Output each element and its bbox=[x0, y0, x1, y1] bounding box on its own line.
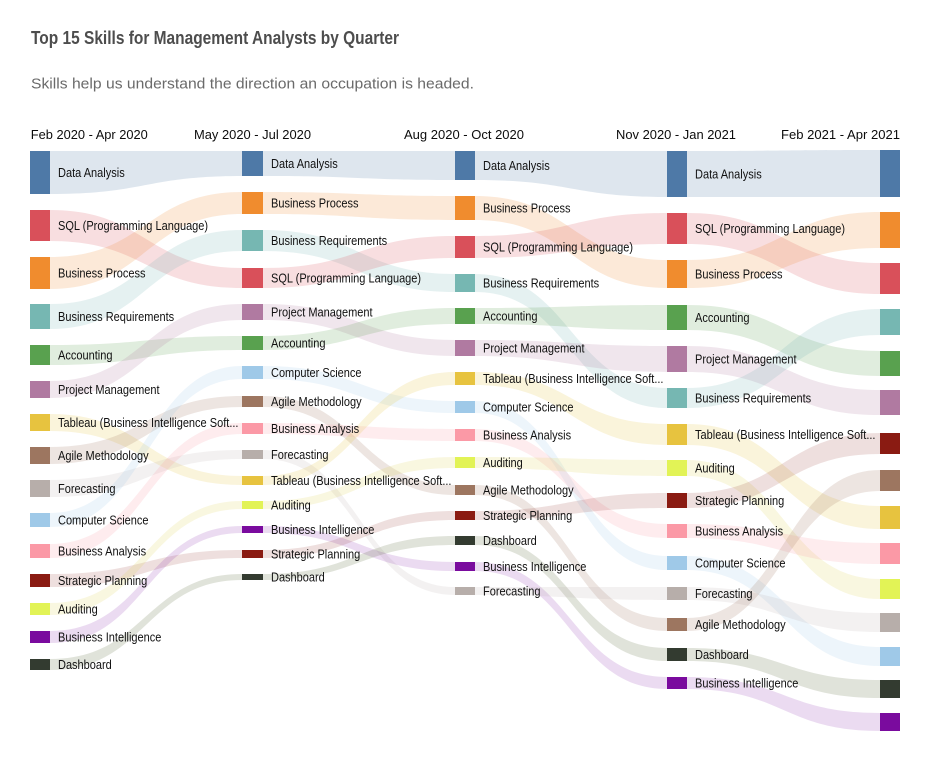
svg-text:Business Intelligence: Business Intelligence bbox=[695, 676, 798, 691]
svg-text:SQL (Programming Language): SQL (Programming Language) bbox=[483, 240, 633, 255]
svg-text:Feb 2021 - Apr 2021: Feb 2021 - Apr 2021 bbox=[781, 127, 900, 142]
svg-text:Forecasting: Forecasting bbox=[271, 447, 329, 462]
svg-text:Tableau (Business Intelligence: Tableau (Business Intelligence Soft... bbox=[271, 473, 452, 488]
svg-text:Business Analysis: Business Analysis bbox=[483, 428, 571, 443]
svg-text:Computer Science: Computer Science bbox=[695, 556, 786, 571]
svg-text:Feb 2020 - Apr 2020: Feb 2020 - Apr 2020 bbox=[31, 127, 148, 142]
svg-text:Top 15 Skills for Management A: Top 15 Skills for Management Analysts by… bbox=[31, 28, 399, 48]
svg-text:Data Analysis: Data Analysis bbox=[483, 158, 550, 173]
svg-text:Business Requirements: Business Requirements bbox=[483, 276, 599, 291]
svg-text:Computer Science: Computer Science bbox=[271, 365, 362, 380]
svg-text:Aug 2020 - Oct 2020: Aug 2020 - Oct 2020 bbox=[404, 127, 524, 142]
svg-text:Strategic Planning: Strategic Planning bbox=[483, 508, 572, 523]
svg-text:Auditing: Auditing bbox=[483, 455, 523, 470]
svg-text:Business Process: Business Process bbox=[483, 201, 571, 216]
svg-text:May 2020 - Jul 2020: May 2020 - Jul 2020 bbox=[194, 127, 311, 142]
svg-text:Business Analysis: Business Analysis bbox=[695, 524, 783, 539]
svg-text:Accounting: Accounting bbox=[483, 309, 538, 324]
svg-text:Accounting: Accounting bbox=[58, 348, 113, 363]
svg-text:Agile Methodology: Agile Methodology bbox=[483, 483, 574, 498]
svg-text:Agile Methodology: Agile Methodology bbox=[695, 617, 786, 632]
svg-text:Data Analysis: Data Analysis bbox=[695, 167, 762, 182]
svg-text:Tableau (Business Intelligence: Tableau (Business Intelligence Soft... bbox=[695, 427, 876, 442]
svg-text:Auditing: Auditing bbox=[58, 602, 98, 617]
svg-text:Dashboard: Dashboard bbox=[58, 657, 112, 672]
svg-text:Strategic Planning: Strategic Planning bbox=[58, 573, 147, 588]
svg-text:Business Intelligence: Business Intelligence bbox=[483, 559, 586, 574]
svg-text:SQL (Programming Language): SQL (Programming Language) bbox=[271, 271, 421, 286]
svg-text:Business Requirements: Business Requirements bbox=[695, 391, 811, 406]
svg-text:Tableau (Business Intelligence: Tableau (Business Intelligence Soft... bbox=[483, 371, 664, 386]
svg-text:Data Analysis: Data Analysis bbox=[271, 156, 338, 171]
svg-text:Forecasting: Forecasting bbox=[483, 584, 541, 599]
svg-text:Computer Science: Computer Science bbox=[58, 513, 149, 528]
svg-text:SQL (Programming Language): SQL (Programming Language) bbox=[695, 221, 845, 236]
svg-text:Agile Methodology: Agile Methodology bbox=[58, 448, 149, 463]
svg-text:Project Management: Project Management bbox=[483, 341, 585, 356]
svg-text:Tableau (Business Intelligence: Tableau (Business Intelligence Soft... bbox=[58, 415, 239, 430]
svg-text:Strategic Planning: Strategic Planning bbox=[271, 547, 360, 562]
svg-text:Auditing: Auditing bbox=[695, 461, 735, 476]
svg-text:Dashboard: Dashboard bbox=[695, 647, 749, 662]
svg-text:Business Analysis: Business Analysis bbox=[271, 421, 359, 436]
svg-text:Auditing: Auditing bbox=[271, 498, 311, 513]
svg-text:Computer Science: Computer Science bbox=[483, 400, 574, 415]
svg-text:Business Requirements: Business Requirements bbox=[58, 309, 174, 324]
svg-text:Business Process: Business Process bbox=[58, 266, 146, 281]
svg-text:Business Intelligence: Business Intelligence bbox=[271, 522, 374, 537]
svg-text:Forecasting: Forecasting bbox=[58, 481, 116, 496]
svg-text:Business Analysis: Business Analysis bbox=[58, 544, 146, 559]
svg-text:Strategic Planning: Strategic Planning bbox=[695, 493, 784, 508]
svg-text:Agile Methodology: Agile Methodology bbox=[271, 394, 362, 409]
svg-text:Dashboard: Dashboard bbox=[271, 570, 325, 585]
svg-text:Business Intelligence: Business Intelligence bbox=[58, 630, 161, 645]
svg-text:Nov 2020 - Jan 2021: Nov 2020 - Jan 2021 bbox=[616, 127, 736, 142]
svg-text:SQL (Programming Language): SQL (Programming Language) bbox=[58, 218, 208, 233]
svg-text:Forecasting: Forecasting bbox=[695, 586, 753, 601]
svg-text:Project Management: Project Management bbox=[271, 305, 373, 320]
svg-text:Project Management: Project Management bbox=[695, 352, 797, 367]
svg-text:Accounting: Accounting bbox=[271, 336, 326, 351]
svg-text:Business Requirements: Business Requirements bbox=[271, 233, 387, 248]
svg-text:Dashboard: Dashboard bbox=[483, 533, 537, 548]
svg-text:Data Analysis: Data Analysis bbox=[58, 165, 125, 180]
svg-text:Accounting: Accounting bbox=[695, 310, 750, 325]
svg-text:Skills help us understand the: Skills help us understand the direction … bbox=[31, 77, 474, 93]
svg-text:Business Process: Business Process bbox=[271, 196, 359, 211]
svg-text:Project Management: Project Management bbox=[58, 382, 160, 397]
svg-text:Business Process: Business Process bbox=[695, 267, 783, 282]
